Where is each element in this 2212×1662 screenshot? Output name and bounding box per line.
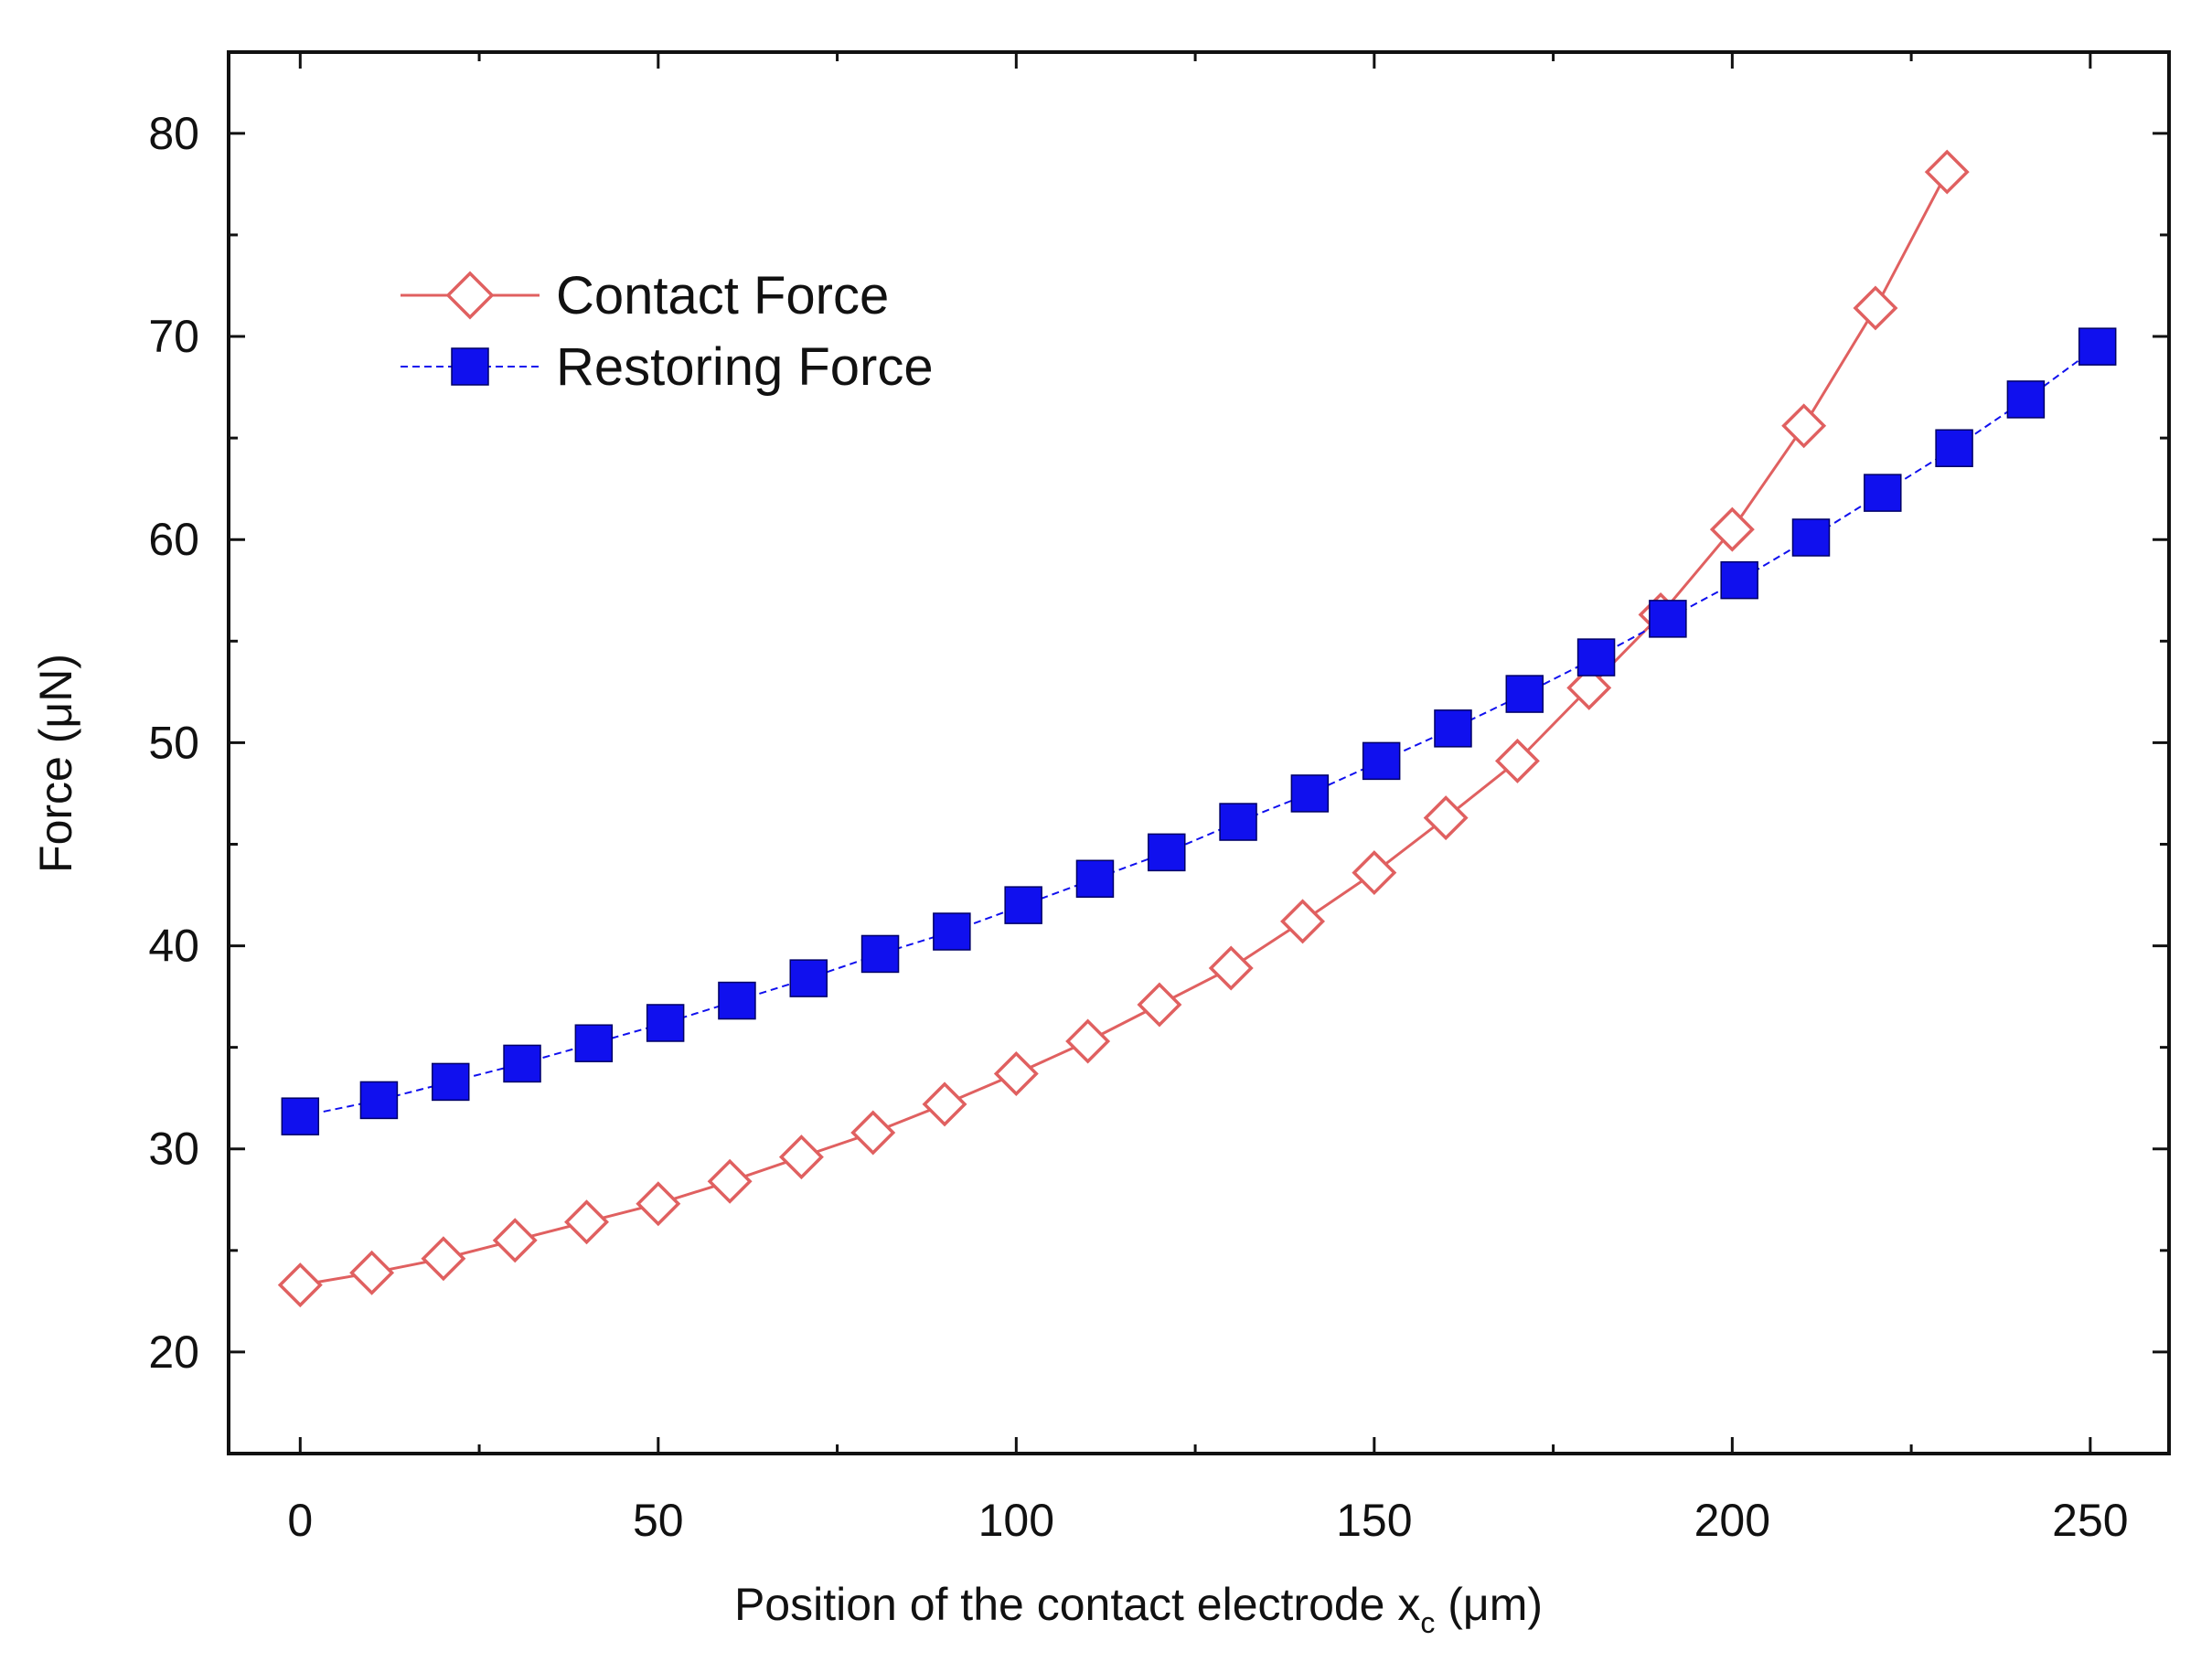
data-point-restoring-force xyxy=(1434,709,1472,748)
data-point-restoring-force xyxy=(1864,474,1902,512)
data-point-contact-force xyxy=(1280,899,1326,944)
data-point-contact-force xyxy=(636,1181,681,1227)
data-point-contact-force xyxy=(1853,285,1898,331)
data-point-contact-force xyxy=(1566,665,1612,710)
legend-label-contact-force: Contact Force xyxy=(556,266,889,325)
data-point-restoring-force xyxy=(281,1097,320,1135)
data-point-restoring-force xyxy=(1075,859,1115,898)
data-point-restoring-force xyxy=(933,912,971,951)
data-point-contact-force xyxy=(421,1236,466,1282)
legend: Contact Force Restoring Force xyxy=(401,266,934,397)
y-tick-label: 50 xyxy=(148,717,199,768)
data-point-restoring-force xyxy=(1649,600,1687,638)
data-point-contact-force xyxy=(564,1199,609,1245)
x-tick-label: 100 xyxy=(978,1495,1054,1546)
data-point-restoring-force xyxy=(2078,327,2117,366)
data-point-restoring-force xyxy=(503,1044,541,1083)
data-point-restoring-force xyxy=(359,1081,399,1120)
data-point-restoring-force xyxy=(1362,741,1401,781)
data-point-contact-force xyxy=(778,1135,824,1180)
legend-entry-contact-force: Contact Force xyxy=(401,266,889,325)
data-point-restoring-force xyxy=(1148,833,1186,872)
data-point-contact-force xyxy=(1709,506,1755,552)
y-tick-label: 30 xyxy=(148,1124,199,1175)
data-point-contact-force xyxy=(1924,149,1970,195)
x-tick-label: 50 xyxy=(633,1495,684,1546)
y-tick-label: 60 xyxy=(148,514,199,565)
data-point-restoring-force xyxy=(646,1004,685,1042)
data-point-contact-force xyxy=(1352,850,1397,896)
data-point-contact-force xyxy=(492,1218,538,1263)
data-point-contact-force xyxy=(1065,1018,1111,1064)
series-markers xyxy=(277,149,2117,1308)
data-point-restoring-force xyxy=(1290,774,1330,813)
x-tick-label: 200 xyxy=(1694,1495,1770,1546)
y-tick-label: 70 xyxy=(148,311,199,362)
data-point-restoring-force xyxy=(718,981,756,1020)
data-point-restoring-force xyxy=(1791,518,1831,557)
data-point-restoring-force xyxy=(1004,886,1042,924)
data-point-restoring-force xyxy=(574,1024,614,1062)
x-axis-title-main: Position of the contact electrode x xyxy=(734,1579,1420,1630)
data-point-restoring-force xyxy=(1505,675,1544,713)
data-point-contact-force xyxy=(922,1081,967,1127)
data-point-restoring-force xyxy=(1935,429,1973,467)
x-tick-label: 0 xyxy=(287,1495,313,1546)
data-point-restoring-force xyxy=(1576,638,1616,677)
data-point-restoring-force xyxy=(789,959,828,997)
x-tick-label: 150 xyxy=(1336,1495,1412,1546)
data-point-contact-force xyxy=(1137,982,1182,1028)
data-point-contact-force xyxy=(850,1110,896,1156)
data-point-restoring-force xyxy=(431,1062,470,1102)
data-point-contact-force xyxy=(993,1051,1039,1097)
x-tick-label: 250 xyxy=(2052,1495,2128,1546)
data-point-contact-force xyxy=(1494,738,1540,783)
data-point-restoring-force xyxy=(1720,560,1758,600)
data-point-contact-force xyxy=(707,1158,753,1204)
data-point-restoring-force xyxy=(860,934,900,974)
y-axis-title: Force (μN) xyxy=(30,654,81,873)
x-axis-title-subscript: c xyxy=(1420,1606,1435,1639)
legend-label-restoring-force: Restoring Force xyxy=(556,337,934,397)
tick-labels: 0 50 100 150 200 250 20 30 40 50 60 70 80 xyxy=(148,108,2128,1546)
y-tick-label: 40 xyxy=(148,921,199,972)
y-tick-label: 80 xyxy=(148,108,199,159)
data-point-contact-force xyxy=(1423,795,1469,841)
plot-frame xyxy=(227,50,2171,1455)
legend-marker-contact-force xyxy=(445,271,495,320)
data-point-restoring-force xyxy=(2006,380,2046,419)
data-point-contact-force xyxy=(1208,945,1254,991)
data-point-contact-force xyxy=(1781,403,1827,449)
x-axis-title-unit: (μm) xyxy=(1435,1579,1543,1630)
data-point-restoring-force xyxy=(1219,803,1257,841)
legend-marker-restoring-force xyxy=(451,347,489,386)
x-axis-title: Position of the contact electrode xc (μm… xyxy=(734,1579,1543,1639)
y-tick-label: 20 xyxy=(148,1326,199,1378)
data-point-contact-force xyxy=(277,1262,323,1308)
legend-entry-restoring-force: Restoring Force xyxy=(401,337,934,397)
data-point-contact-force xyxy=(349,1250,395,1295)
